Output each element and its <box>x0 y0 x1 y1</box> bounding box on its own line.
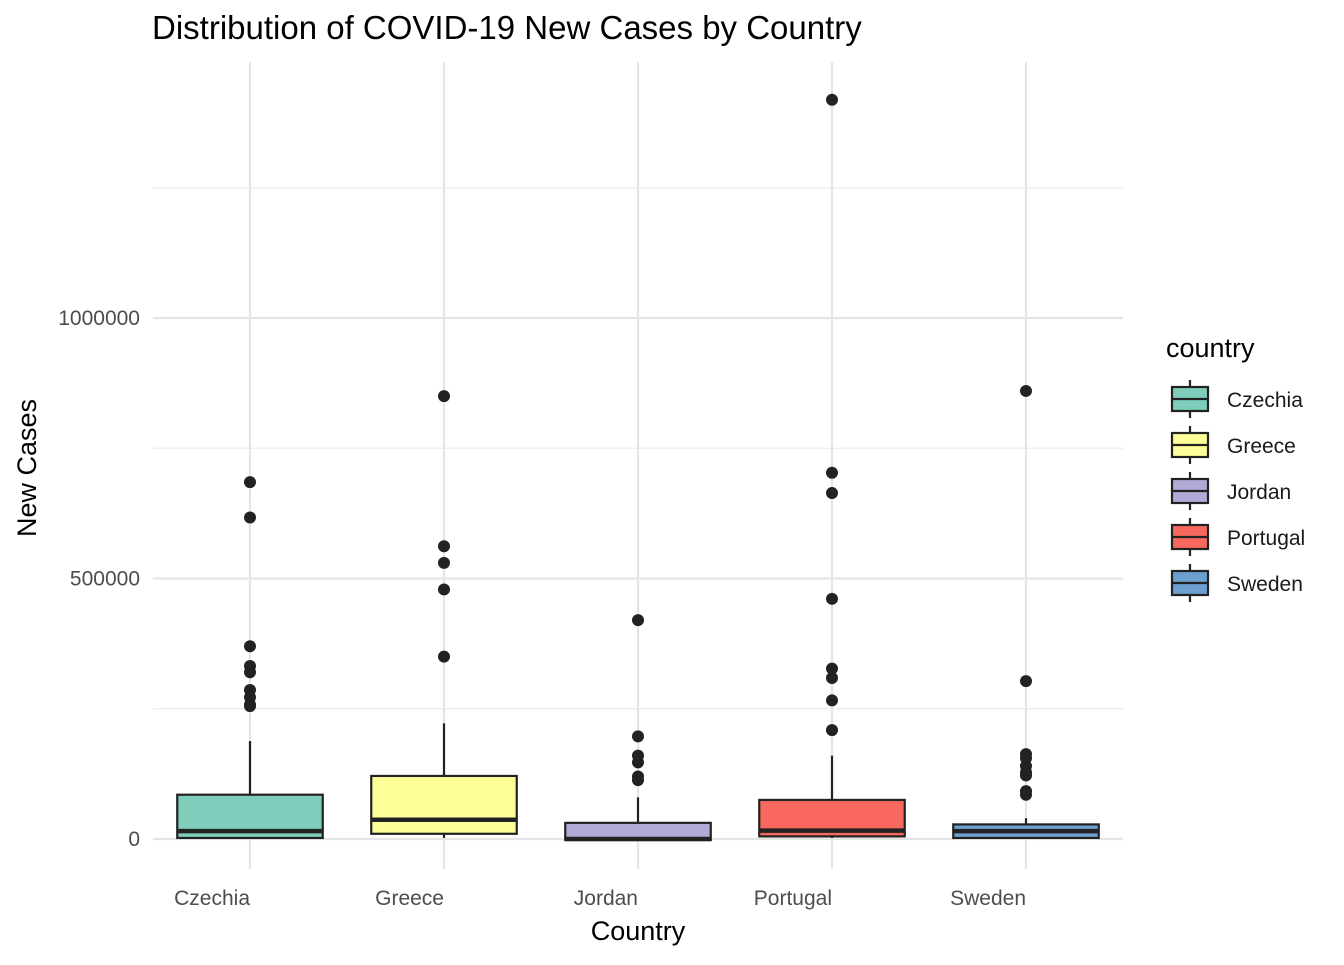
outlier-point <box>438 650 450 663</box>
outlier-point <box>826 466 838 479</box>
box-jordan <box>564 614 712 842</box>
legend-item-jordan: Jordan <box>1170 472 1291 510</box>
outlier-point <box>632 756 644 769</box>
outlier-point <box>244 640 256 653</box>
outlier-point <box>1020 769 1032 782</box>
box-iqr <box>370 774 518 835</box>
outlier-point <box>632 774 644 787</box>
x-tick-label: Jordan <box>574 887 638 910</box>
outlier-point <box>1020 675 1032 688</box>
legend-label: Czechia <box>1227 389 1303 412</box>
outlier-point <box>438 540 450 553</box>
x-tick-label: Sweden <box>950 887 1026 910</box>
x-axis-title: Country <box>591 916 686 946</box>
x-tick-label: Czechia <box>174 887 250 910</box>
outlier-point <box>632 730 644 743</box>
outlier-point <box>826 724 838 737</box>
outlier-point <box>632 614 644 627</box>
outlier-point <box>438 556 450 569</box>
legend-item-czechia: Czechia <box>1170 380 1303 418</box>
y-tick-label: 0 <box>128 828 140 851</box>
x-tick-label: Greece <box>375 887 444 910</box>
legend-label: Jordan <box>1227 481 1291 504</box>
box-czechia <box>176 476 324 840</box>
box-greece <box>370 390 518 838</box>
legend-label: Greece <box>1227 435 1296 458</box>
legend: country Czechia Greece Jordan Portugal Swede… <box>1166 333 1305 602</box>
y-axis-title: New Cases <box>12 399 42 537</box>
legend-label: Portugal <box>1227 527 1305 550</box>
box-portugal <box>758 93 906 838</box>
outlier-point <box>244 700 256 713</box>
outlier-point <box>244 666 256 679</box>
legend-item-portugal: Portugal <box>1170 518 1305 556</box>
y-tick-label: 1000000 <box>58 307 140 330</box>
outlier-point <box>826 592 838 605</box>
outlier-point <box>826 662 838 675</box>
axes: 0 500000 1000000 Czechia Greece Jordan Portuga… <box>58 307 1026 910</box>
outlier-point <box>1020 384 1032 397</box>
outlier-point <box>826 672 838 685</box>
y-tick-label: 500000 <box>70 568 140 591</box>
chart-title: Distribution of COVID-19 New Cases by Co… <box>152 9 862 46</box>
boxes <box>176 93 1100 842</box>
outlier-point <box>244 476 256 489</box>
legend-item-greece: Greece <box>1170 426 1296 464</box>
outlier-point <box>826 487 838 500</box>
legend-label: Sweden <box>1227 573 1303 596</box>
outlier-point <box>826 694 838 707</box>
box-sweden <box>952 384 1100 840</box>
outlier-point <box>438 583 450 596</box>
outlier-point <box>438 390 450 403</box>
outlier-point <box>244 511 256 524</box>
outlier-point <box>1020 788 1032 801</box>
legend-item-sweden: Sweden <box>1170 564 1303 602</box>
grid <box>153 62 1123 869</box>
x-tick-label: Portugal <box>754 887 832 910</box>
legend-title: country <box>1166 333 1255 363</box>
outlier-point <box>826 93 838 106</box>
